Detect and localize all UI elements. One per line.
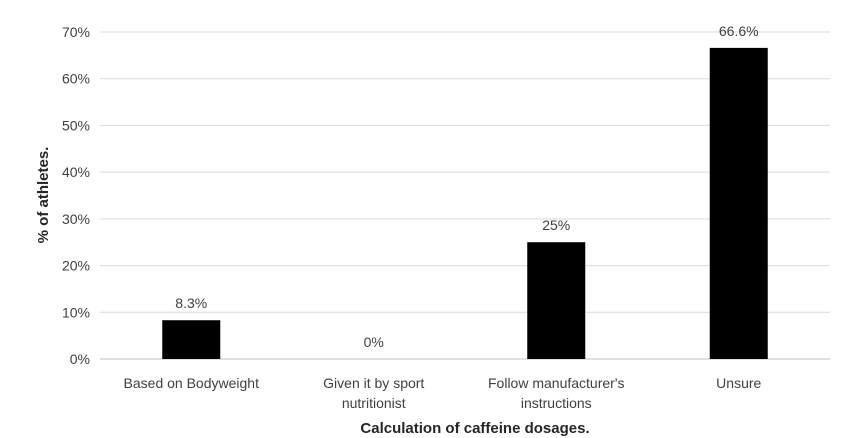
y-tick-label: 60% <box>62 71 90 87</box>
y-tick-label: 10% <box>62 304 90 320</box>
data-label: 0% <box>364 334 384 350</box>
y-tick-label: 0% <box>70 351 90 367</box>
bar <box>527 242 586 359</box>
gridlines <box>100 31 830 360</box>
y-tick-label: 70% <box>62 24 90 40</box>
x-tick-label: Based on Bodyweight <box>124 375 260 391</box>
data-label: 66.6% <box>719 23 759 39</box>
bars <box>162 47 768 359</box>
bar <box>709 47 768 359</box>
y-tick-label: 20% <box>62 258 90 274</box>
x-tick-label: Follow manufacturer's instructions <box>488 375 625 411</box>
y-tick-label: 30% <box>62 211 90 227</box>
x-tick-label: Unsure <box>716 375 761 391</box>
y-tick-label: 40% <box>62 164 90 180</box>
x-axis-title: Calculation of caffeine dosages. <box>360 420 589 437</box>
y-tick-label: 50% <box>62 117 90 133</box>
bar <box>162 320 221 359</box>
x-axis-categories: Based on Bodyweight Given it by sport nutr… <box>124 375 762 411</box>
data-label: 8.3% <box>175 295 207 311</box>
data-labels: 8.3% 0% 25% 66.6% <box>175 23 758 350</box>
y-axis-ticks: 0% 10% 20% 30% 40% 50% 60% 70% <box>62 24 90 367</box>
y-axis-title: % of athletes. <box>35 147 52 244</box>
x-tick-label: Given it by sport nutritionist <box>323 375 424 411</box>
data-label: 25% <box>542 217 570 233</box>
